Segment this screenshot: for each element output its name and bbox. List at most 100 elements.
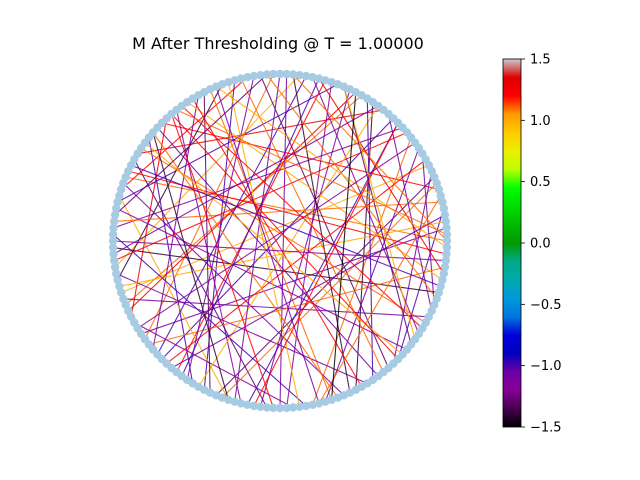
edge-40 bbox=[113, 131, 408, 262]
edge-25 bbox=[152, 95, 199, 350]
node-86 bbox=[113, 275, 122, 285]
colorbar-tick-label: 1.0 bbox=[530, 114, 551, 129]
node-73 bbox=[115, 191, 124, 200]
node-47 bbox=[230, 76, 239, 85]
edge-38 bbox=[112, 233, 307, 407]
edge-66 bbox=[343, 86, 412, 345]
node-81 bbox=[108, 243, 118, 252]
edge-77 bbox=[253, 122, 399, 407]
colorbar-tick-label: −1.5 bbox=[530, 421, 562, 436]
node-74 bbox=[113, 197, 122, 207]
node-34 bbox=[314, 74, 324, 83]
node-3 bbox=[441, 217, 450, 226]
edge-72 bbox=[112, 240, 446, 262]
edge-70 bbox=[130, 164, 441, 287]
node-114 bbox=[236, 399, 246, 408]
node-118 bbox=[262, 403, 272, 412]
node-80 bbox=[108, 236, 118, 246]
node-85 bbox=[112, 269, 121, 278]
edge-51 bbox=[203, 92, 211, 393]
node-2 bbox=[442, 223, 451, 233]
edge-71 bbox=[318, 78, 445, 274]
edge-29 bbox=[156, 127, 379, 377]
node-76 bbox=[110, 210, 120, 220]
edge-67 bbox=[181, 105, 423, 329]
node-46 bbox=[236, 74, 246, 83]
edge-7 bbox=[312, 137, 412, 405]
edge-43 bbox=[123, 298, 429, 318]
edge-11 bbox=[355, 102, 374, 390]
edge-44 bbox=[127, 91, 357, 312]
edge-47 bbox=[156, 75, 307, 355]
edge-60 bbox=[292, 74, 351, 393]
edge-21 bbox=[120, 76, 248, 190]
edge-81 bbox=[292, 74, 448, 242]
edge-80 bbox=[181, 78, 320, 377]
node-37 bbox=[295, 71, 304, 80]
node-45 bbox=[243, 73, 252, 82]
edge-79 bbox=[343, 86, 416, 340]
node-82 bbox=[109, 249, 118, 259]
edge-68 bbox=[387, 113, 433, 312]
node-43 bbox=[256, 71, 265, 80]
node-124 bbox=[301, 401, 311, 411]
colorbar-tick-label: 1.5 bbox=[530, 53, 551, 68]
node-154 bbox=[438, 275, 447, 285]
node-127 bbox=[321, 397, 330, 406]
edge-32 bbox=[133, 159, 268, 408]
edge-55 bbox=[170, 113, 274, 409]
edge-layer bbox=[112, 73, 448, 409]
colorbar-tick-label: 0.0 bbox=[530, 237, 551, 252]
edge-20 bbox=[259, 74, 390, 369]
node-4 bbox=[440, 210, 450, 220]
node-1 bbox=[442, 230, 452, 239]
node-40 bbox=[275, 69, 285, 79]
node-156 bbox=[440, 262, 450, 272]
node-32 bbox=[327, 78, 336, 87]
node-126 bbox=[314, 399, 324, 408]
node-152 bbox=[434, 288, 443, 297]
edge-62 bbox=[366, 98, 374, 380]
edge-14 bbox=[117, 83, 339, 203]
node-83 bbox=[110, 256, 119, 265]
edge-49 bbox=[186, 75, 255, 381]
node-116 bbox=[249, 401, 259, 411]
edge-45 bbox=[134, 322, 294, 408]
edge-35 bbox=[118, 195, 229, 401]
edge-63 bbox=[240, 78, 384, 373]
edge-3 bbox=[161, 122, 439, 190]
node-7 bbox=[436, 191, 445, 200]
node-115 bbox=[243, 400, 252, 409]
node-72 bbox=[117, 185, 126, 194]
edge-84 bbox=[171, 113, 399, 360]
edge-59 bbox=[152, 132, 339, 399]
node-155 bbox=[439, 269, 448, 278]
edge-2 bbox=[397, 208, 445, 360]
colorbar-tick-label: −1.0 bbox=[530, 359, 562, 374]
node-33 bbox=[321, 76, 330, 85]
node-79 bbox=[108, 230, 118, 239]
edge-75 bbox=[318, 195, 442, 404]
edge-83 bbox=[215, 86, 320, 404]
node-35 bbox=[308, 73, 317, 82]
node-125 bbox=[308, 400, 317, 409]
edge-13 bbox=[259, 89, 351, 407]
node-123 bbox=[295, 402, 304, 411]
edge-48 bbox=[166, 158, 427, 365]
node-78 bbox=[109, 223, 118, 233]
node-41 bbox=[269, 69, 278, 79]
node-0 bbox=[442, 236, 452, 246]
edge-4 bbox=[215, 176, 435, 396]
colorbar-gradient bbox=[502, 58, 522, 428]
edge-73 bbox=[215, 86, 448, 249]
edge-0 bbox=[125, 176, 448, 242]
edge-28 bbox=[130, 118, 168, 317]
edge-53 bbox=[234, 73, 281, 402]
node-42 bbox=[262, 70, 272, 79]
node-112 bbox=[224, 395, 233, 404]
node-75 bbox=[112, 204, 121, 213]
edge-50 bbox=[197, 105, 379, 387]
node-36 bbox=[301, 71, 311, 81]
colorbar-ticks: 1.5 1.0 0.5 0.0 −0.5 −1.0 −1.5 bbox=[521, 53, 562, 436]
